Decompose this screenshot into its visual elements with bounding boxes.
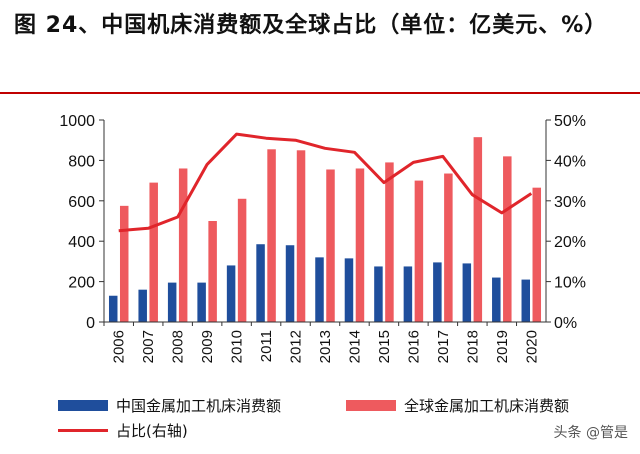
bar-china: [521, 279, 531, 322]
bar-global: [267, 149, 276, 322]
title-divider: [0, 92, 640, 94]
bar-china: [197, 282, 206, 322]
chart-title: 图 24、中国机床消费额及全球占比（单位：亿美元、%）: [14, 13, 608, 38]
left-tick-label: 1000: [59, 113, 95, 130]
bar-china: [256, 244, 265, 322]
bar-global: [385, 162, 394, 322]
right-tick-label: 10%: [554, 275, 586, 292]
bar-global: [503, 156, 512, 322]
legend-swatch-china: [58, 399, 108, 411]
x-tick-label: 2011: [258, 330, 275, 362]
x-tick-label: 2008: [170, 330, 187, 363]
legend-item-global: 全球金属加工机床消费额: [346, 395, 569, 416]
x-tick-label: 2014: [346, 330, 363, 363]
legend-row-1: 中国金属加工机床消费额 全球金属加工机床消费额: [58, 395, 569, 415]
bar-china: [226, 265, 236, 322]
bar-series: [108, 137, 542, 322]
bar-global: [532, 187, 542, 322]
bar-global: [473, 137, 483, 322]
legend-label-share: 占比(右轴): [116, 421, 188, 440]
x-axis-labels: 2006 2007 2008 2009 2010 2011 2012 2013 2014 2015…: [103, 322, 540, 363]
right-tick-label: 30%: [554, 194, 586, 211]
legend-swatch-global: [346, 399, 396, 411]
bar-global: [237, 198, 247, 322]
x-tick-label: 2013: [317, 330, 334, 363]
bar-china: [344, 258, 354, 322]
bar-global: [355, 168, 365, 322]
axes: [103, 120, 547, 323]
bar-china: [374, 266, 383, 322]
bar-china: [138, 289, 147, 322]
bar-china: [492, 277, 501, 322]
x-tick-label: 2016: [405, 330, 422, 363]
legend-label-global: 全球金属加工机床消费额: [404, 396, 570, 415]
bar-china: [433, 262, 442, 322]
left-axis-ticks: 0 200 400 600 800 1000: [59, 113, 104, 332]
right-axis-ticks: 0% 10% 20% 30% 40% 50%: [546, 113, 586, 332]
x-tick-label: 2019: [494, 330, 511, 363]
line-series: [118, 132, 533, 233]
bar-global: [119, 205, 129, 322]
watermark: 头条 @管是: [553, 425, 628, 441]
x-tick-label: 2020: [523, 330, 540, 363]
left-tick-label: 400: [68, 234, 95, 251]
legend-item-china: 中国金属加工机床消费额: [58, 395, 346, 416]
bar-global: [296, 150, 306, 322]
x-tick-label: 2009: [199, 330, 216, 363]
bar-china: [315, 257, 324, 322]
x-tick-label: 2006: [111, 330, 128, 363]
left-tick-label: 200: [68, 275, 95, 292]
bar-global: [149, 182, 158, 322]
share-line: [118, 132, 533, 233]
bar-global: [414, 180, 424, 322]
bar-china: [462, 263, 472, 322]
x-tick-label: 2017: [435, 330, 452, 363]
x-tick-label: 2015: [376, 330, 393, 363]
bar-global: [326, 169, 335, 322]
left-tick-label: 600: [68, 194, 95, 211]
bar-china: [403, 266, 413, 322]
left-tick-label: 0: [86, 315, 95, 332]
x-tick-label: 2018: [464, 330, 481, 363]
x-tick-label: 2010: [229, 330, 246, 363]
bar-global: [208, 221, 217, 322]
legend-swatch-share: [58, 428, 108, 432]
legend-item-share: 占比(右轴): [58, 420, 188, 441]
left-tick-label: 800: [68, 153, 95, 170]
x-tick-label: 2012: [288, 330, 305, 363]
right-tick-label: 40%: [554, 153, 586, 170]
x-tick-label: 2007: [140, 330, 157, 363]
legend-row-2: 占比(右轴): [58, 420, 188, 440]
right-tick-label: 50%: [554, 113, 586, 130]
bar-china: [167, 282, 177, 322]
bar-global: [178, 168, 188, 322]
bar-china: [285, 245, 295, 322]
right-tick-label: 0%: [554, 315, 577, 332]
legend-label-china: 中国金属加工机床消费额: [116, 396, 282, 415]
bar-china: [108, 295, 118, 322]
bar-global: [444, 173, 453, 322]
right-tick-label: 20%: [554, 234, 586, 251]
